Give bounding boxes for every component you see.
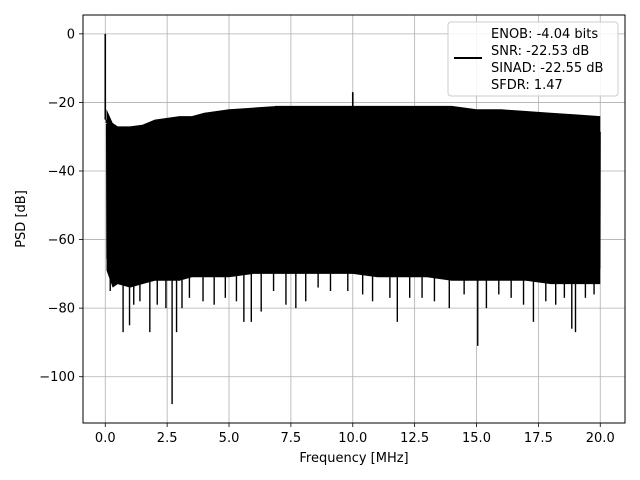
x-tick-label: 15.0 [462, 431, 491, 446]
x-axis-label: Frequency [MHz] [299, 451, 408, 466]
x-tick-label: 0.0 [95, 431, 116, 446]
x-tick-label: 5.0 [219, 431, 240, 446]
x-tick-label: 7.5 [281, 431, 302, 446]
x-axis: 0.0 2.5 5.0 7.5 10.0 12.5 15.0 17.5 20.0 [95, 423, 615, 446]
x-tick-label: 10.0 [338, 431, 367, 446]
axes-frame [82, 14, 626, 424]
x-tick-label: 12.5 [400, 431, 429, 446]
series-layer [104, 33, 601, 405]
legend-entry-snr: SNR: -22.53 dB [491, 44, 589, 59]
psd-trace-core [106, 105, 601, 288]
plot-content [104, 33, 601, 405]
legend: ENOB: -4.04 bits SNR: -22.53 dB SINAD: -… [447, 21, 619, 97]
y-tick-label: −100 [39, 370, 75, 385]
y-tick-label: −40 [48, 165, 75, 180]
legend-entry-sinad: SINAD: -22.55 dB [491, 61, 603, 76]
y-tick-label: −60 [48, 233, 75, 248]
x-tick-label: 17.5 [524, 431, 553, 446]
x-tick-label: 20.0 [586, 431, 615, 446]
y-tick-label: −20 [48, 96, 75, 111]
y-tick-label: −80 [48, 302, 75, 317]
legend-box [447, 21, 619, 97]
x-tick-label: 2.5 [157, 431, 178, 446]
legend-entry-enob: ENOB: -4.04 bits [491, 27, 598, 42]
y-axis-label: PSD [dB] [14, 190, 29, 248]
y-axis: 0 −20 −40 −60 −80 −100 [39, 27, 83, 385]
legend-entry-sfdr: SFDR: 1.47 [491, 78, 563, 93]
y-tick-label: 0 [67, 27, 75, 42]
